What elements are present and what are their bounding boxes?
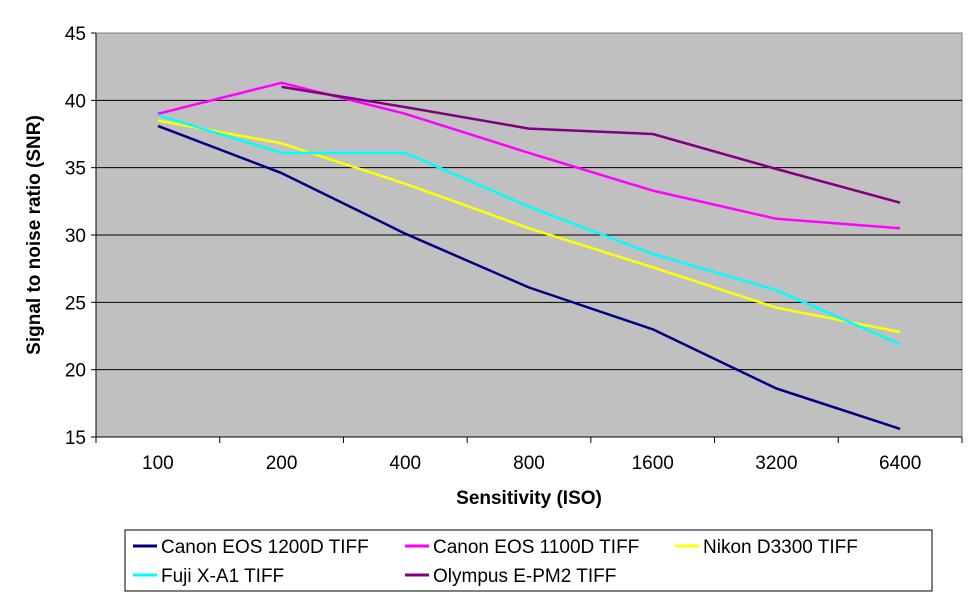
y-tick-label: 15	[65, 428, 86, 449]
x-axis-title: Sensitivity (ISO)	[456, 488, 602, 509]
y-axis-title: Signal to noise ratio (SNR)	[24, 115, 45, 355]
series-line-5	[281, 85, 901, 204]
x-axis: 100 200 400 800 1600 3200 6400	[95, 436, 963, 474]
legend-label: Nikon D3300 TIFF	[703, 537, 858, 558]
x-tick-label: 400	[389, 453, 421, 474]
y-tick-label: 25	[65, 293, 86, 314]
y-tick-label: 45	[65, 24, 86, 45]
x-tick-label: 100	[142, 453, 174, 474]
legend-label: Fuji X-A1 TIFF	[161, 566, 284, 587]
x-tick-label: 200	[266, 453, 298, 474]
series-line-1	[157, 124, 901, 431]
x-tick-label: 800	[513, 453, 545, 474]
legend-label: Canon EOS 1100D TIFF	[433, 537, 639, 558]
y-tick-label: 30	[65, 226, 86, 247]
y-tick-label: 35	[65, 159, 86, 180]
series-line-3	[157, 119, 901, 334]
x-tick-label: 6400	[879, 453, 921, 474]
grid-lines	[96, 99, 962, 371]
y-tick-label: 40	[65, 91, 86, 112]
series-lines	[157, 81, 901, 431]
legend: Canon EOS 1200D TIFF Canon EOS 1100D TIFF…	[124, 529, 933, 592]
series-line-4	[157, 113, 901, 346]
x-tick-label: 3200	[755, 453, 797, 474]
legend-label: Olympus E-PM2 TIFF	[433, 566, 616, 587]
y-axis: 15 20 25 30 35 40 45	[65, 24, 97, 449]
y-tick-label: 20	[65, 361, 86, 382]
legend-box	[124, 529, 933, 592]
x-tick-label: 1600	[632, 453, 674, 474]
series-line-2	[157, 81, 901, 230]
legend-label: Canon EOS 1200D TIFF	[161, 537, 369, 558]
